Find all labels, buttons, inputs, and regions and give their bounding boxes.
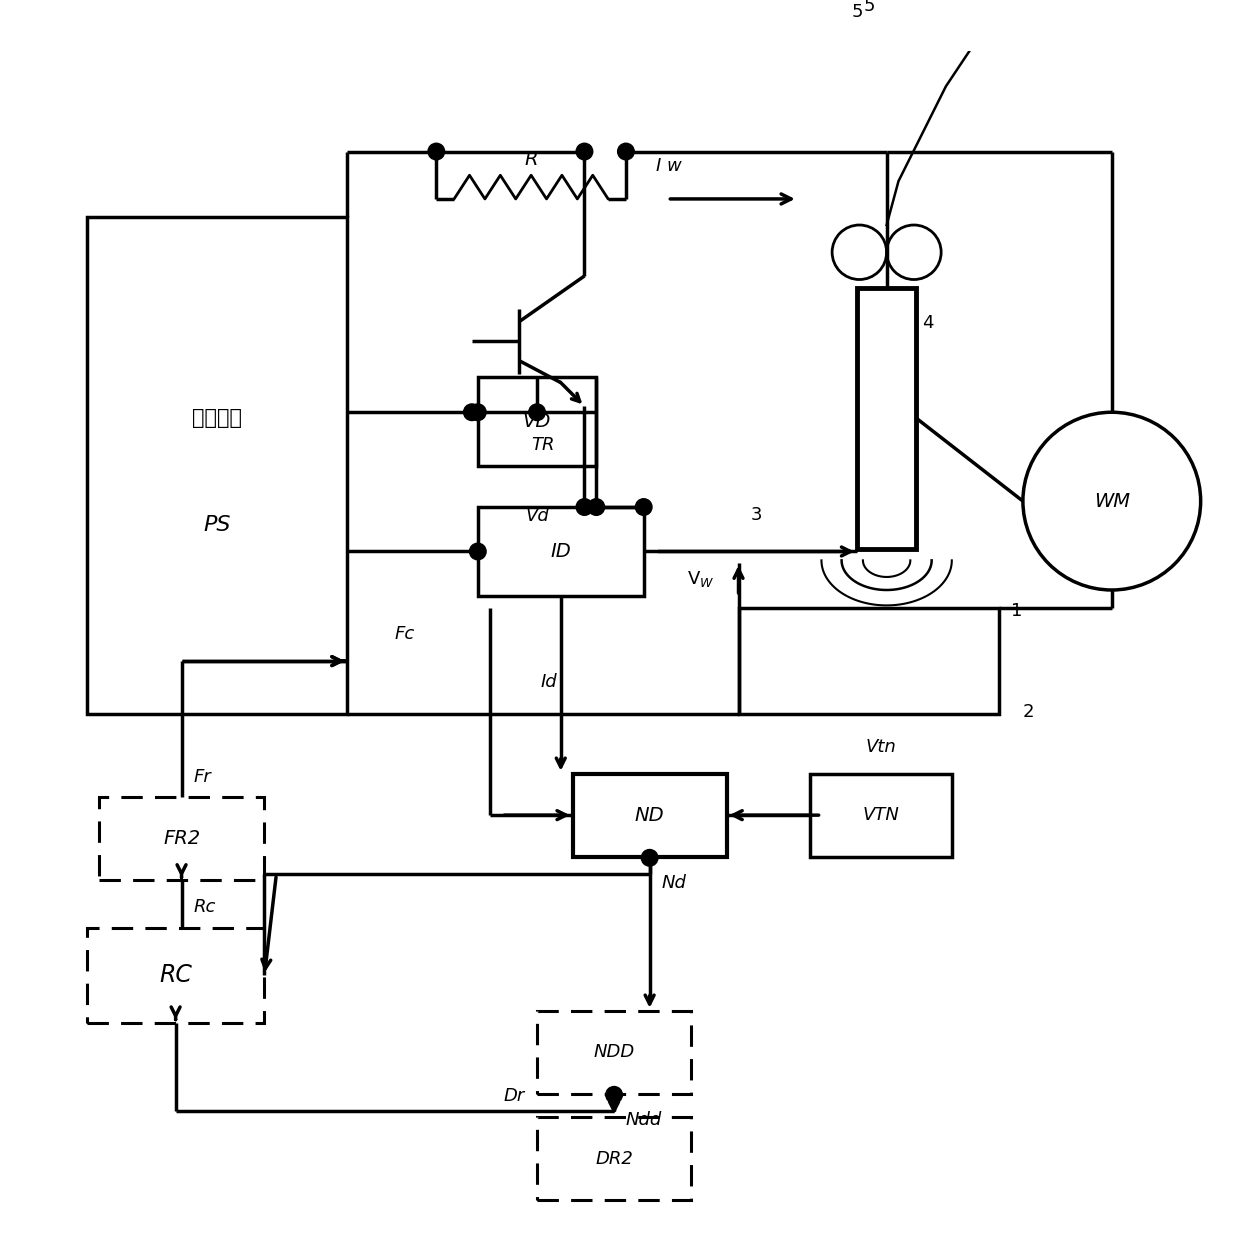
Bar <box>87 928 264 1023</box>
Circle shape <box>577 144 593 160</box>
Text: Rc: Rc <box>193 898 216 916</box>
Text: VD: VD <box>523 412 552 430</box>
Text: V$_W$: V$_W$ <box>687 569 714 589</box>
Text: 焊接电源: 焊接电源 <box>192 408 242 428</box>
Text: FR2: FR2 <box>162 830 200 848</box>
Text: TR: TR <box>531 436 554 454</box>
Circle shape <box>641 849 658 866</box>
Text: 5: 5 <box>863 0 874 15</box>
Circle shape <box>577 498 593 516</box>
Text: VTN: VTN <box>862 806 899 825</box>
Text: Dr: Dr <box>503 1087 526 1106</box>
Circle shape <box>606 1086 622 1104</box>
Text: Vd: Vd <box>526 507 549 525</box>
Text: 1: 1 <box>1011 601 1023 620</box>
Bar <box>857 288 916 548</box>
Circle shape <box>528 404 546 420</box>
Text: DR2: DR2 <box>595 1149 632 1168</box>
Text: NDD: NDD <box>594 1043 635 1061</box>
Circle shape <box>588 498 605 516</box>
Circle shape <box>428 144 445 160</box>
Bar <box>739 608 999 714</box>
Bar <box>537 1117 691 1200</box>
Text: WM: WM <box>1094 491 1130 511</box>
Text: Fr: Fr <box>193 768 211 785</box>
Bar <box>87 217 347 714</box>
Text: 4: 4 <box>923 315 934 332</box>
Circle shape <box>470 404 486 420</box>
Text: PS: PS <box>203 515 231 534</box>
Text: Id: Id <box>541 673 557 691</box>
Bar <box>573 774 727 857</box>
Text: ND: ND <box>635 806 665 825</box>
Bar <box>99 797 264 880</box>
Circle shape <box>618 144 634 160</box>
Bar <box>477 377 596 465</box>
Circle shape <box>635 498 652 516</box>
Circle shape <box>470 543 486 559</box>
Bar <box>477 507 644 596</box>
Text: 3: 3 <box>750 506 761 525</box>
Text: RC: RC <box>159 963 192 987</box>
Text: 2: 2 <box>1023 703 1034 720</box>
Text: I w: I w <box>656 157 681 175</box>
Text: Fc: Fc <box>394 625 415 644</box>
Text: Vtn: Vtn <box>866 738 897 756</box>
Text: ID: ID <box>551 542 572 560</box>
Bar <box>537 1011 691 1094</box>
Text: R: R <box>525 150 538 170</box>
Bar <box>810 774 952 857</box>
Text: Nd: Nd <box>661 874 687 893</box>
Circle shape <box>464 404 480 420</box>
Text: 5: 5 <box>851 4 863 21</box>
Text: Ndd: Ndd <box>626 1111 662 1130</box>
